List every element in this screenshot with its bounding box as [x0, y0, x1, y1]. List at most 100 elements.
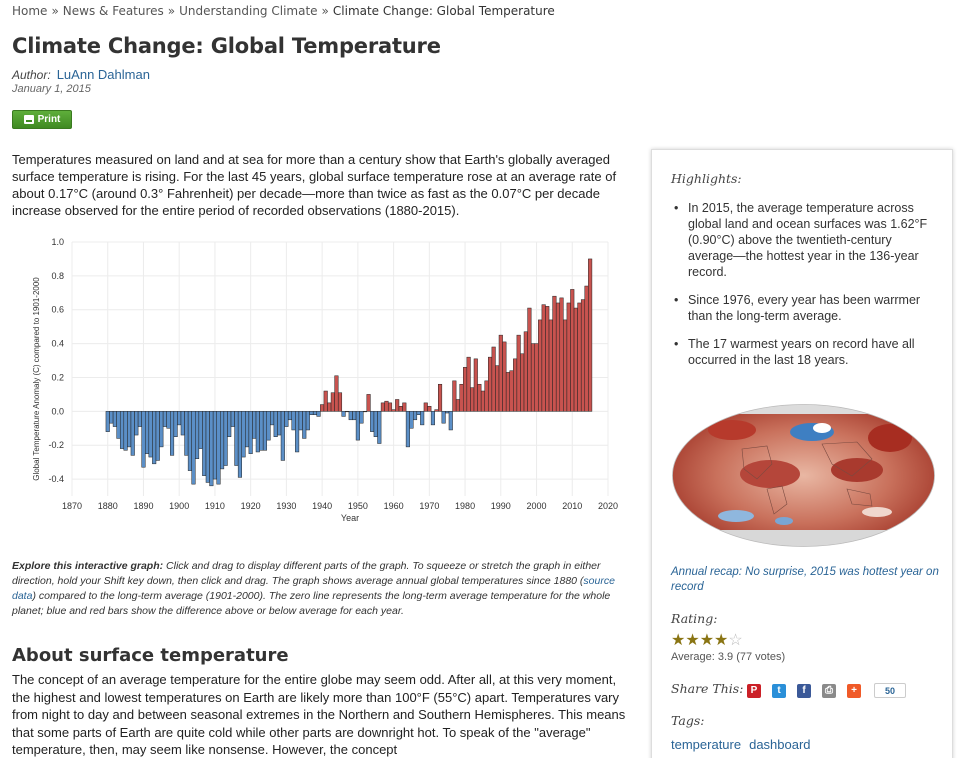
bar	[216, 411, 221, 485]
breadcrumb: Home» News & Features» Understanding Clima…	[12, 4, 555, 18]
temperature-anomaly-chart[interactable]: -0.4 -0.2 0.0 0.2 0.4 0.6 0.8 1.0 1870 1880 1890 19…	[28, 234, 628, 524]
bar	[330, 392, 335, 412]
bar	[134, 411, 139, 436]
breadcrumb-current: Climate Change: Global Temperature	[332, 4, 555, 18]
star-rating[interactable]: ★★★★☆	[671, 630, 743, 650]
bar	[123, 411, 128, 451]
bar	[255, 411, 260, 453]
bar	[137, 411, 142, 427]
bar	[327, 402, 332, 412]
bar	[348, 411, 353, 421]
highlights-list: In 2015, the average temperature across …	[672, 200, 937, 380]
bar	[262, 411, 267, 451]
bar	[180, 411, 185, 436]
bar	[184, 411, 189, 456]
bar	[309, 411, 314, 415]
bar	[459, 383, 464, 412]
print-icon[interactable]: ⎙	[822, 683, 836, 698]
highlight-item: The 17 warmest years on record have all …	[672, 336, 937, 368]
bar	[387, 402, 393, 412]
bar	[541, 304, 546, 412]
twitter-icon[interactable]: t	[772, 683, 786, 698]
bar	[463, 367, 468, 412]
bar	[341, 411, 346, 417]
bar	[480, 390, 485, 412]
pinterest-icon[interactable]: P	[747, 683, 761, 698]
bar	[162, 411, 167, 427]
bar	[584, 285, 589, 412]
bar	[530, 343, 535, 412]
bar	[223, 411, 228, 466]
bar	[491, 346, 496, 412]
page-title: Climate Change: Global Temperature	[12, 34, 441, 58]
bar	[502, 341, 507, 412]
bar	[548, 319, 553, 412]
facebook-icon[interactable]: f	[797, 683, 811, 698]
bar	[395, 399, 400, 412]
print-button-label: Print	[37, 114, 61, 125]
bar	[416, 411, 421, 415]
star-icon[interactable]: ★	[699, 632, 715, 649]
bar	[177, 411, 182, 426]
bar	[166, 411, 171, 429]
breadcrumb-understanding-climate[interactable]: Understanding Climate	[179, 4, 318, 18]
bar	[159, 411, 164, 448]
bar	[509, 370, 514, 412]
bar	[373, 411, 378, 437]
bar	[377, 411, 382, 444]
y-tick-label: 1.0	[51, 237, 64, 247]
rating-average: Average: 3.9 (77 votes)	[671, 651, 786, 663]
x-tick-label: 2020	[598, 501, 618, 511]
bar	[473, 358, 478, 412]
publish-date: January 1, 2015	[12, 83, 91, 95]
bar	[455, 399, 460, 412]
x-tick-label: 1920	[241, 501, 261, 511]
tag-link[interactable]: dashboard	[749, 737, 811, 752]
author-link[interactable]: LuAnn Dahlman	[56, 67, 150, 82]
plus-icon[interactable]: +	[847, 683, 861, 698]
x-tick-label: 1940	[312, 501, 332, 511]
bar	[555, 302, 561, 412]
breadcrumb-news-features[interactable]: News & Features	[62, 4, 164, 18]
y-tick-label: 0.8	[51, 271, 64, 281]
explore-caption: Explore this interactive graph: Click an…	[12, 559, 617, 619]
annual-recap-link[interactable]: Annual recap: No surprise, 2015 was hott…	[671, 566, 939, 593]
x-tick-label: 1950	[348, 501, 368, 511]
global-temperature-map[interactable]	[672, 404, 935, 547]
explore-caption-lead: Explore this interactive graph:	[12, 560, 164, 572]
bar	[420, 411, 425, 426]
bar	[170, 411, 175, 456]
x-tick-label: 1990	[491, 501, 511, 511]
bar	[434, 409, 439, 412]
x-tick-label: 1930	[276, 501, 296, 511]
star-icon[interactable]: ★	[685, 632, 700, 649]
bar	[152, 411, 157, 465]
star-icon[interactable]: ★	[714, 632, 729, 649]
bar	[352, 411, 357, 421]
bar	[573, 307, 578, 412]
star-icon[interactable]: ★	[671, 632, 686, 649]
bar	[109, 411, 114, 424]
x-tick-label: 1960	[384, 501, 404, 511]
bar	[119, 411, 125, 449]
bar	[127, 411, 132, 448]
bar	[320, 404, 325, 412]
bar	[209, 411, 214, 487]
bar	[566, 302, 571, 412]
bar	[413, 411, 418, 421]
bar	[316, 411, 321, 417]
bar	[391, 409, 396, 412]
breadcrumb-separator: »	[321, 4, 329, 18]
bar	[295, 411, 300, 453]
print-button[interactable]: Print	[12, 110, 72, 129]
bar	[141, 411, 146, 468]
bar	[366, 394, 371, 412]
source-data-link[interactable]: source data	[12, 575, 615, 602]
y-tick-label: -0.2	[48, 440, 64, 450]
tag-link[interactable]: temperature	[671, 737, 742, 752]
breadcrumb-home[interactable]: Home	[12, 4, 48, 18]
star-empty-icon[interactable]: ☆	[728, 632, 743, 649]
bar	[237, 411, 242, 478]
bar	[205, 411, 210, 483]
